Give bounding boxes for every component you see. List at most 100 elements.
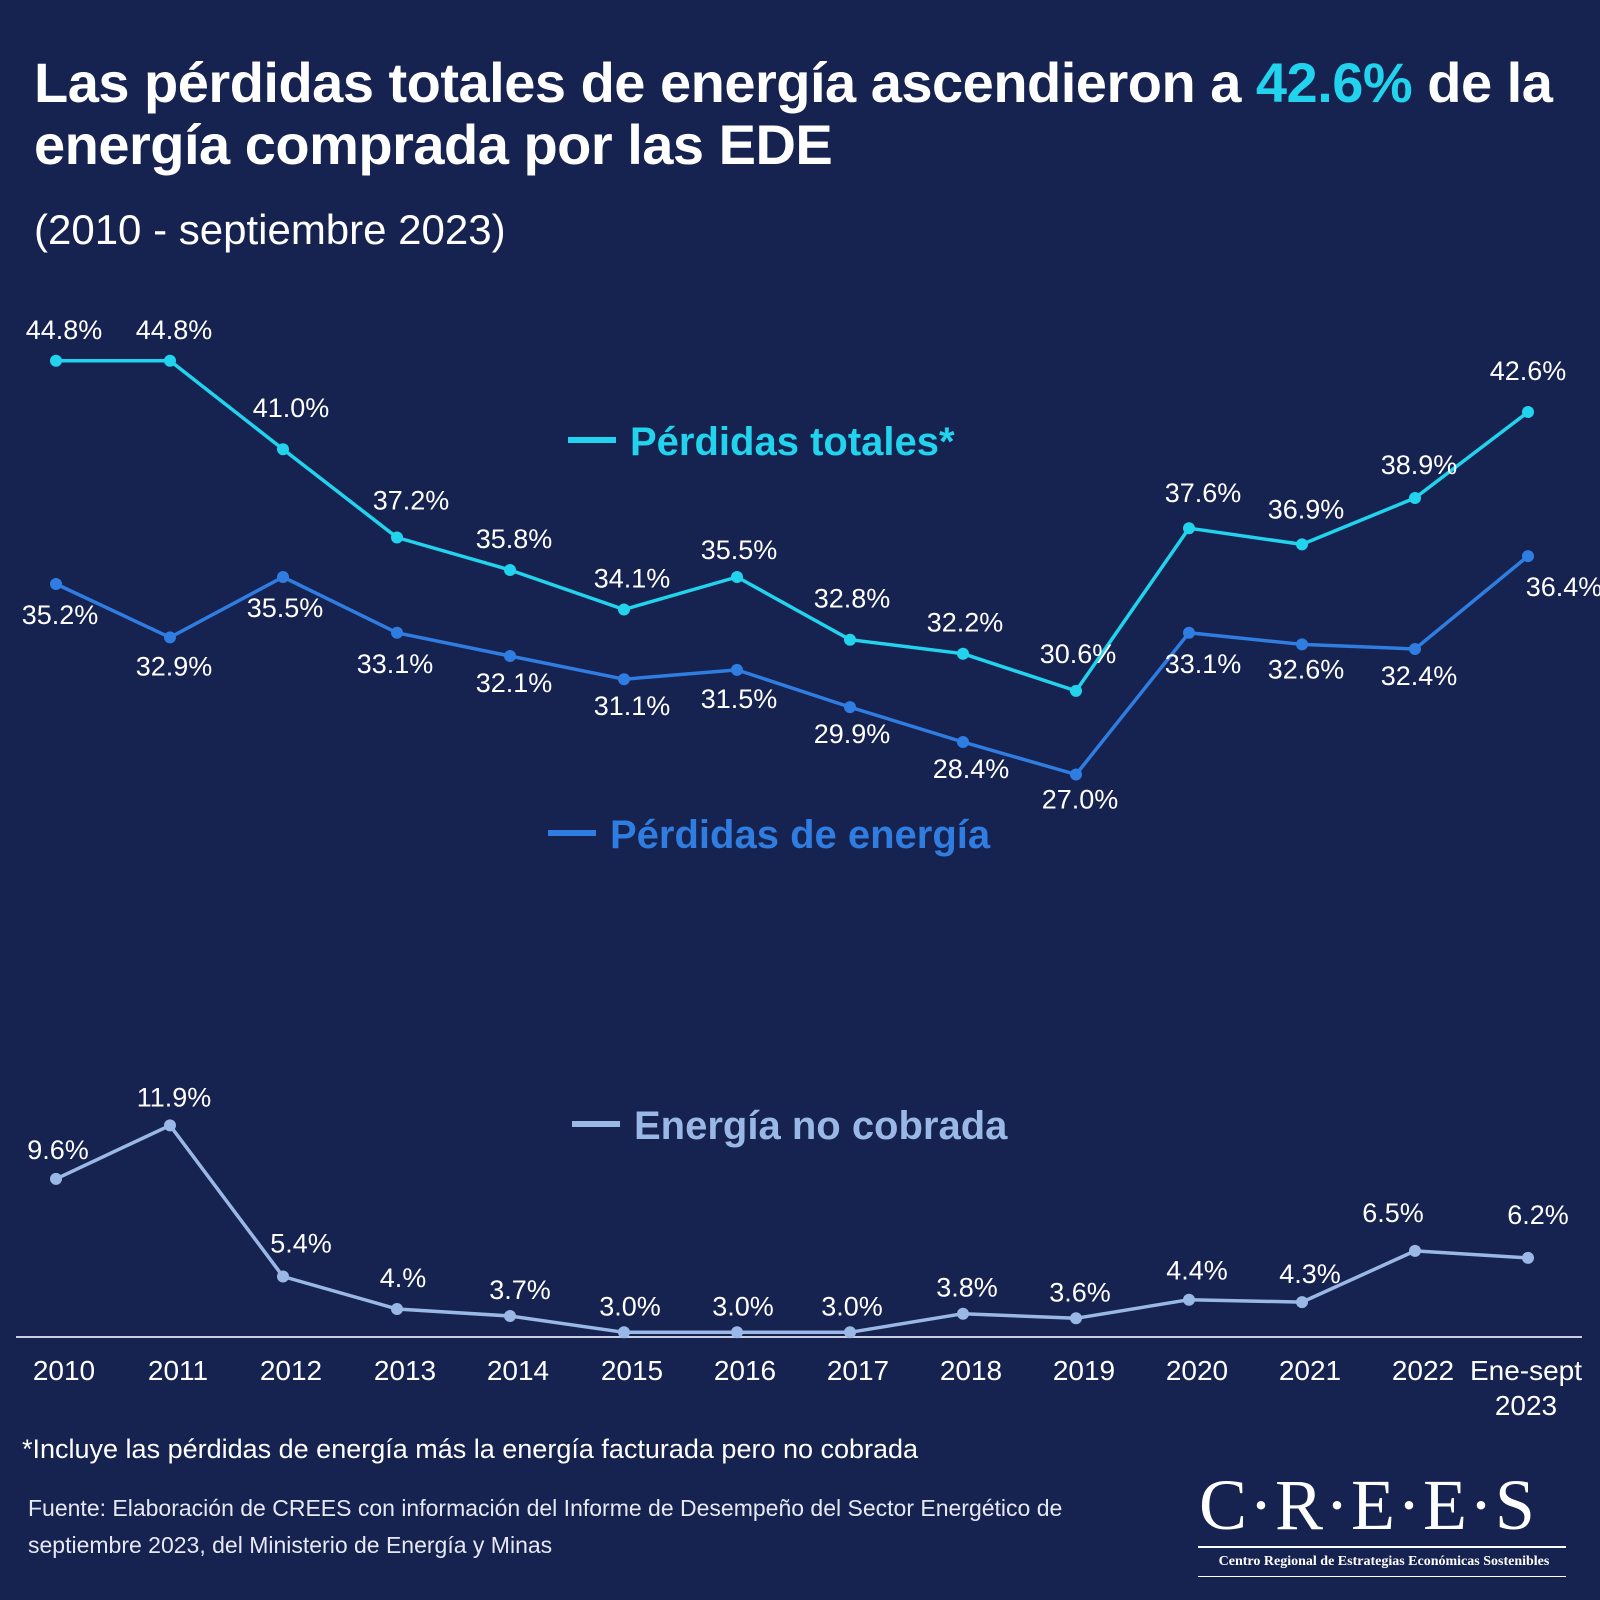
x-tick-label: 2018 [940, 1355, 1002, 1386]
logo-wordmark: C·R·E·E·S [1199, 1465, 1537, 1545]
logo-divider [1198, 1546, 1566, 1548]
data-label: 4.3% [1279, 1259, 1341, 1289]
data-point [618, 673, 630, 686]
data-label: 32.6% [1268, 654, 1345, 684]
data-label: 32.4% [1381, 661, 1458, 691]
data-point [731, 663, 743, 676]
data-label: 5.4% [270, 1229, 332, 1259]
data-label: 11.9% [137, 1082, 212, 1112]
data-label: 42.6% [1490, 356, 1567, 386]
data-label: 3.0% [821, 1291, 883, 1321]
data-point [1409, 492, 1421, 504]
data-label: 31.5% [701, 684, 778, 714]
data-point [1296, 1296, 1308, 1309]
data-label: 3.0% [599, 1291, 661, 1321]
x-tick-label: Ene-sept 2023 [1470, 1355, 1582, 1421]
data-point [391, 1303, 403, 1315]
data-label: 3.0% [712, 1291, 774, 1321]
data-label: 6.2% [1507, 1200, 1569, 1230]
data-point [731, 1326, 743, 1339]
data-label: 3.7% [489, 1275, 551, 1305]
data-point [1070, 1312, 1082, 1325]
data-point [957, 1307, 969, 1320]
chart-title: Las pérdidas totales de energía ascendie… [34, 52, 1574, 176]
data-label: 29.9% [814, 719, 891, 749]
data-point [1070, 684, 1082, 697]
legend-label: Energía no cobrada [634, 1104, 1008, 1148]
data-point [1409, 1244, 1421, 1257]
data-point [1296, 638, 1308, 651]
x-tick-label: 2015 [601, 1355, 663, 1386]
x-tick-label: 2019 [1053, 1355, 1115, 1386]
data-label: 35.8% [476, 524, 553, 554]
legend-label: Pérdidas de energía [610, 813, 991, 857]
data-label: 6.5% [1362, 1198, 1424, 1228]
x-tick-label: 2012 [260, 1355, 322, 1386]
x-tick-label: 2016 [714, 1355, 776, 1386]
x-tick-label: 2020 [1166, 1355, 1228, 1386]
data-label: 44.8% [136, 315, 213, 345]
data-point [844, 701, 856, 714]
data-point [50, 578, 62, 590]
data-label: 35.5% [247, 593, 324, 623]
series-line-0 [56, 359, 1530, 693]
data-point [277, 571, 289, 583]
data-point [1522, 1251, 1534, 1264]
data-label: 30.6% [1040, 639, 1117, 669]
data-label: 33.1% [1165, 649, 1242, 679]
data-label: 35.5% [701, 535, 778, 565]
data-label: 32.8% [814, 584, 891, 614]
title-highlight: 42.6% [1255, 51, 1413, 114]
data-label: 32.9% [136, 651, 213, 681]
data-point [164, 631, 176, 644]
x-tick-label: 2017 [827, 1355, 889, 1386]
data-point [391, 531, 403, 544]
data-point [1522, 550, 1534, 563]
data-point [957, 736, 969, 748]
data-label: 32.1% [476, 668, 553, 698]
data-label: 4.4% [1166, 1256, 1228, 1286]
data-point [391, 626, 403, 639]
data-point [277, 1270, 289, 1283]
data-label: 27.0% [1042, 785, 1119, 815]
x-tick-label: 2021 [1279, 1355, 1341, 1386]
logo-underline [1198, 1576, 1566, 1577]
data-point [50, 354, 62, 367]
data-point [957, 647, 969, 660]
data-point [731, 571, 743, 583]
data-label: 34.1% [594, 564, 671, 594]
x-tick-label: 2022 [1392, 1355, 1454, 1386]
data-point [50, 1172, 62, 1185]
data-point [1409, 643, 1421, 655]
data-point [618, 603, 630, 616]
data-label: 37.6% [1165, 478, 1242, 508]
data-label: 38.9% [1381, 450, 1458, 480]
data-label: 36.4% [1526, 572, 1600, 602]
data-point [1183, 626, 1195, 639]
data-label: 9.6% [27, 1135, 89, 1165]
data-point [504, 1310, 516, 1322]
data-label: 31.1% [594, 691, 671, 721]
data-label: 28.4% [933, 754, 1010, 784]
data-label: 3.8% [936, 1273, 998, 1303]
data-point [1070, 768, 1082, 781]
data-label: 33.1% [357, 649, 434, 679]
series-line-2 [55, 1123, 1529, 1335]
title-text-2: de la energía comprada por las EDE [34, 51, 1553, 176]
footnote: *Incluye las pérdidas de energía más la … [22, 1434, 919, 1464]
chart-subtitle: (2010 - septiembre 2023) [34, 206, 506, 253]
crees-logo: C·R·E·E·S Centro Regional de Estrategias… [1198, 1466, 1580, 1586]
data-label: 4.% [380, 1263, 427, 1293]
data-label: 32.2% [927, 608, 1004, 638]
data-point [1183, 1293, 1195, 1306]
data-point [844, 633, 856, 646]
data-point [164, 354, 176, 367]
logo-tagline: Centro Regional de Estrategias Económica… [1218, 1554, 1550, 1569]
legend-label: Pérdidas totales* [630, 420, 955, 464]
x-tick-label: 2013 [374, 1355, 436, 1386]
data-label: 41.0% [253, 393, 330, 423]
data-point [1183, 522, 1195, 535]
source-note: Fuente: Elaboración de CREES con informa… [28, 1495, 1063, 1558]
data-point [618, 1326, 630, 1339]
series-line-1 [55, 554, 1530, 777]
